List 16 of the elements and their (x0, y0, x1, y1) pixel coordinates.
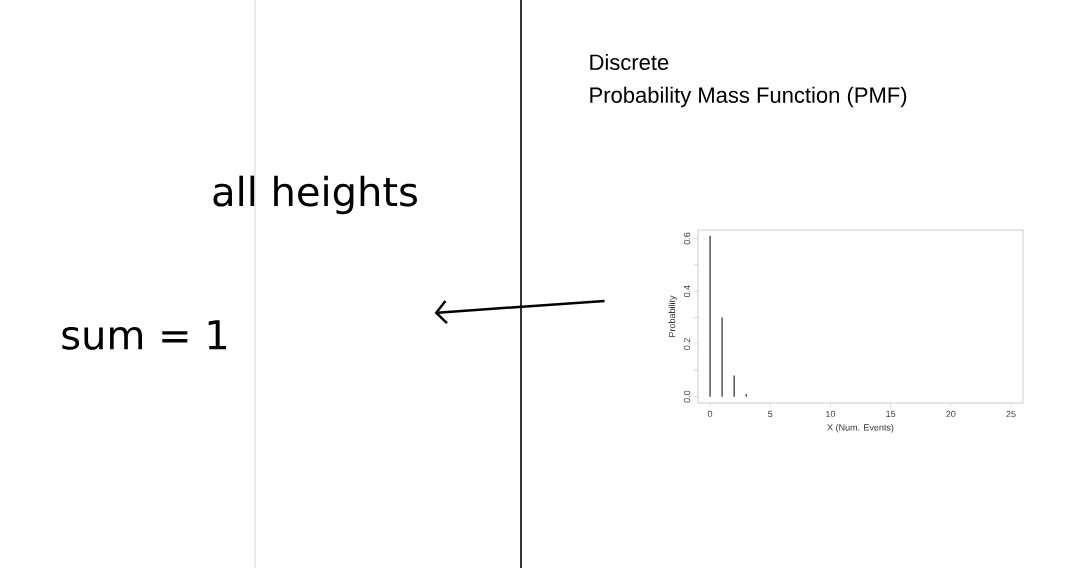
text: sum = 1 (62, 320, 227, 350)
x-tick-label: 10 (826, 410, 836, 418)
y-tick-label: 0.4 (683, 285, 691, 298)
y-tick-label: 0.0 (683, 390, 691, 403)
chart-title: Discrete (590, 53, 669, 71)
text: all heights (213, 175, 417, 215)
x-tick-label: 5 (768, 410, 773, 418)
y-tick-label: 0.2 (683, 338, 691, 350)
x-tick-label: 20 (946, 410, 956, 418)
x-tick-label: 15 (886, 410, 896, 418)
chart-subtitle: Probability Mass Function (PMF) (590, 86, 907, 108)
y-axis-title: Probability (668, 295, 677, 337)
x-tick-label: 25 (1006, 410, 1016, 418)
y-tick-label: 0.6 (683, 232, 691, 245)
x-tick-label: 0 (707, 410, 713, 418)
x-axis-title: X (Num. Events) (827, 424, 894, 433)
